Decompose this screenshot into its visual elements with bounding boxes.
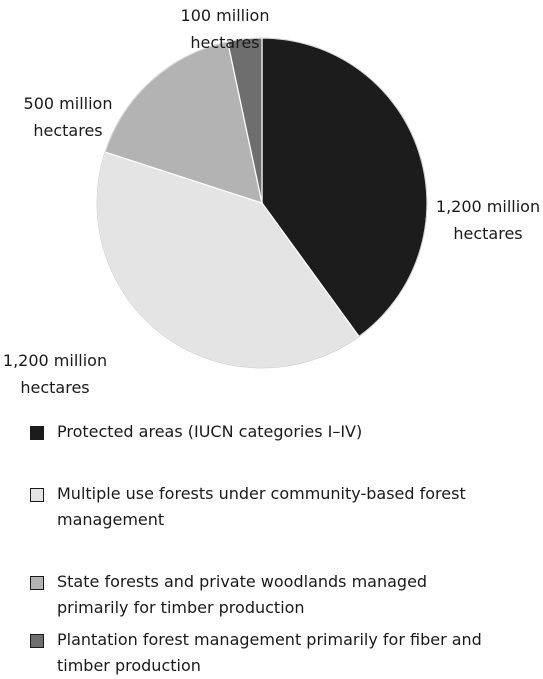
legend-label: Multiple use forests under community-bas…: [57, 484, 466, 529]
legend-swatch: [30, 576, 44, 590]
legend-label: Plantation forest management primarily f…: [57, 630, 482, 675]
legend-swatch: [30, 634, 44, 648]
slice-value-label: 100 million hectares: [181, 6, 270, 52]
legend-swatch: [30, 488, 44, 502]
legend-label: Protected areas (IUCN categories I–IV): [57, 422, 363, 441]
legend-item-multiple-use-forests: Multiple use forests under community-bas…: [30, 484, 497, 533]
slice-value-label: 500 million hectares: [24, 94, 113, 140]
pie-outline: [96, 37, 428, 369]
legend-label: State forests and private woodlands mana…: [57, 572, 428, 617]
legend-item-protected-areas: Protected areas (IUCN categories I–IV): [30, 422, 497, 445]
legend-item-state-forests: State forests and private woodlands mana…: [30, 572, 497, 621]
slice-value-label: 1,200 million hectares: [3, 351, 107, 397]
pie-chart: 1,200 million hectares 1,200 million hectar…: [3, 6, 540, 397]
legend-item-plantation-forest: Plantation forest management primarily f…: [30, 630, 497, 679]
slice-value-label: 1,200 million hectares: [436, 197, 540, 243]
legend-swatch: [30, 426, 44, 440]
